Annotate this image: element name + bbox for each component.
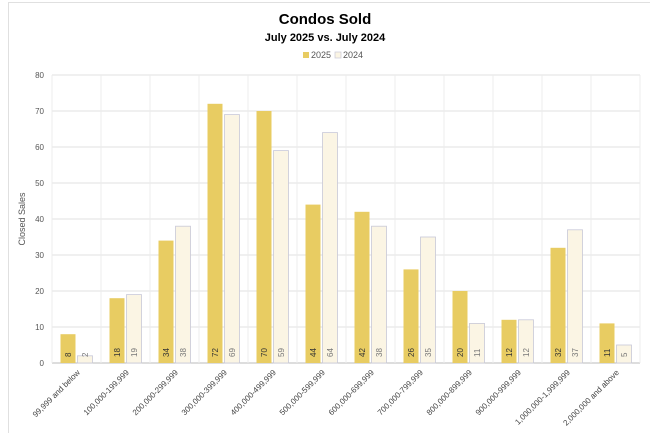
data-label-2024: 69: [228, 348, 237, 357]
bar-2025: [403, 269, 419, 363]
bar-2025: [354, 211, 370, 363]
bar-2025: [256, 111, 272, 363]
bar-2025: [60, 334, 76, 363]
chart-frame: [8, 2, 650, 433]
data-label-2024: 38: [375, 348, 384, 357]
chart-subtitle: July 2025 vs. July 2024: [265, 32, 386, 44]
data-label-2024: 2: [81, 352, 90, 357]
bar-2024: [371, 225, 387, 364]
y-tick-label: 50: [35, 179, 44, 188]
data-label-2025: 11: [603, 348, 612, 357]
legend: 2025 2024: [303, 50, 363, 60]
bar-2025: [158, 240, 174, 363]
legend-swatch-2024: [334, 51, 342, 59]
bar-2024: [175, 225, 191, 364]
data-label-2024: 37: [571, 348, 580, 357]
data-label-2024: 19: [130, 348, 139, 357]
bar-2024: [420, 236, 436, 364]
bar-2024: [77, 355, 93, 364]
bar-2024: [616, 344, 632, 364]
bar-2024: [469, 322, 485, 364]
data-label-2025: 26: [407, 348, 416, 357]
y-tick-label: 80: [35, 71, 44, 80]
data-label-2025: 34: [162, 348, 171, 357]
bar-2024: [518, 319, 534, 364]
data-label-2025: 20: [456, 348, 465, 357]
y-tick-label: 40: [35, 215, 44, 224]
data-label-2025: 8: [64, 352, 73, 357]
bar-2025: [501, 319, 517, 363]
y-axis-label: Closed Sales: [17, 192, 27, 246]
data-label-2024: 5: [620, 352, 629, 357]
bar-2025: [109, 298, 125, 363]
data-label-2025: 12: [505, 348, 514, 357]
data-label-2024: 59: [277, 348, 286, 357]
bar-2024: [224, 114, 240, 364]
bar-2025: [550, 247, 566, 363]
bar-2024: [322, 132, 338, 364]
y-tick-label: 60: [35, 143, 44, 152]
y-tick-label: 70: [35, 107, 44, 116]
data-label-2025: 32: [554, 348, 563, 357]
y-tick-label: 30: [35, 251, 44, 260]
data-label-2025: 44: [309, 348, 318, 357]
chart-title: Condos Sold: [279, 11, 372, 28]
y-tick-label: 20: [35, 287, 44, 296]
legend-label-2025: 2025: [311, 50, 331, 60]
bar-2024: [567, 229, 583, 364]
legend-label-2024: 2024: [343, 50, 363, 60]
y-tick-label: 0: [40, 359, 45, 368]
data-label-2024: 11: [473, 348, 482, 357]
legend-swatch-2025: [303, 52, 309, 58]
bar-2025: [305, 204, 321, 363]
bar-2024: [273, 150, 289, 364]
data-label-2025: 42: [358, 348, 367, 357]
bar-2025: [599, 323, 615, 363]
data-label-2024: 64: [326, 348, 335, 357]
data-label-2024: 35: [424, 348, 433, 357]
data-label-2025: 18: [113, 348, 122, 357]
bar-2025: [452, 291, 468, 363]
bar-2025: [207, 103, 223, 364]
data-label-2024: 38: [179, 348, 188, 357]
y-tick-label: 10: [35, 323, 44, 332]
data-label-2024: 12: [522, 348, 531, 357]
data-label-2025: 70: [260, 348, 269, 357]
data-label-2025: 72: [211, 348, 220, 357]
bar-2024: [126, 294, 142, 364]
